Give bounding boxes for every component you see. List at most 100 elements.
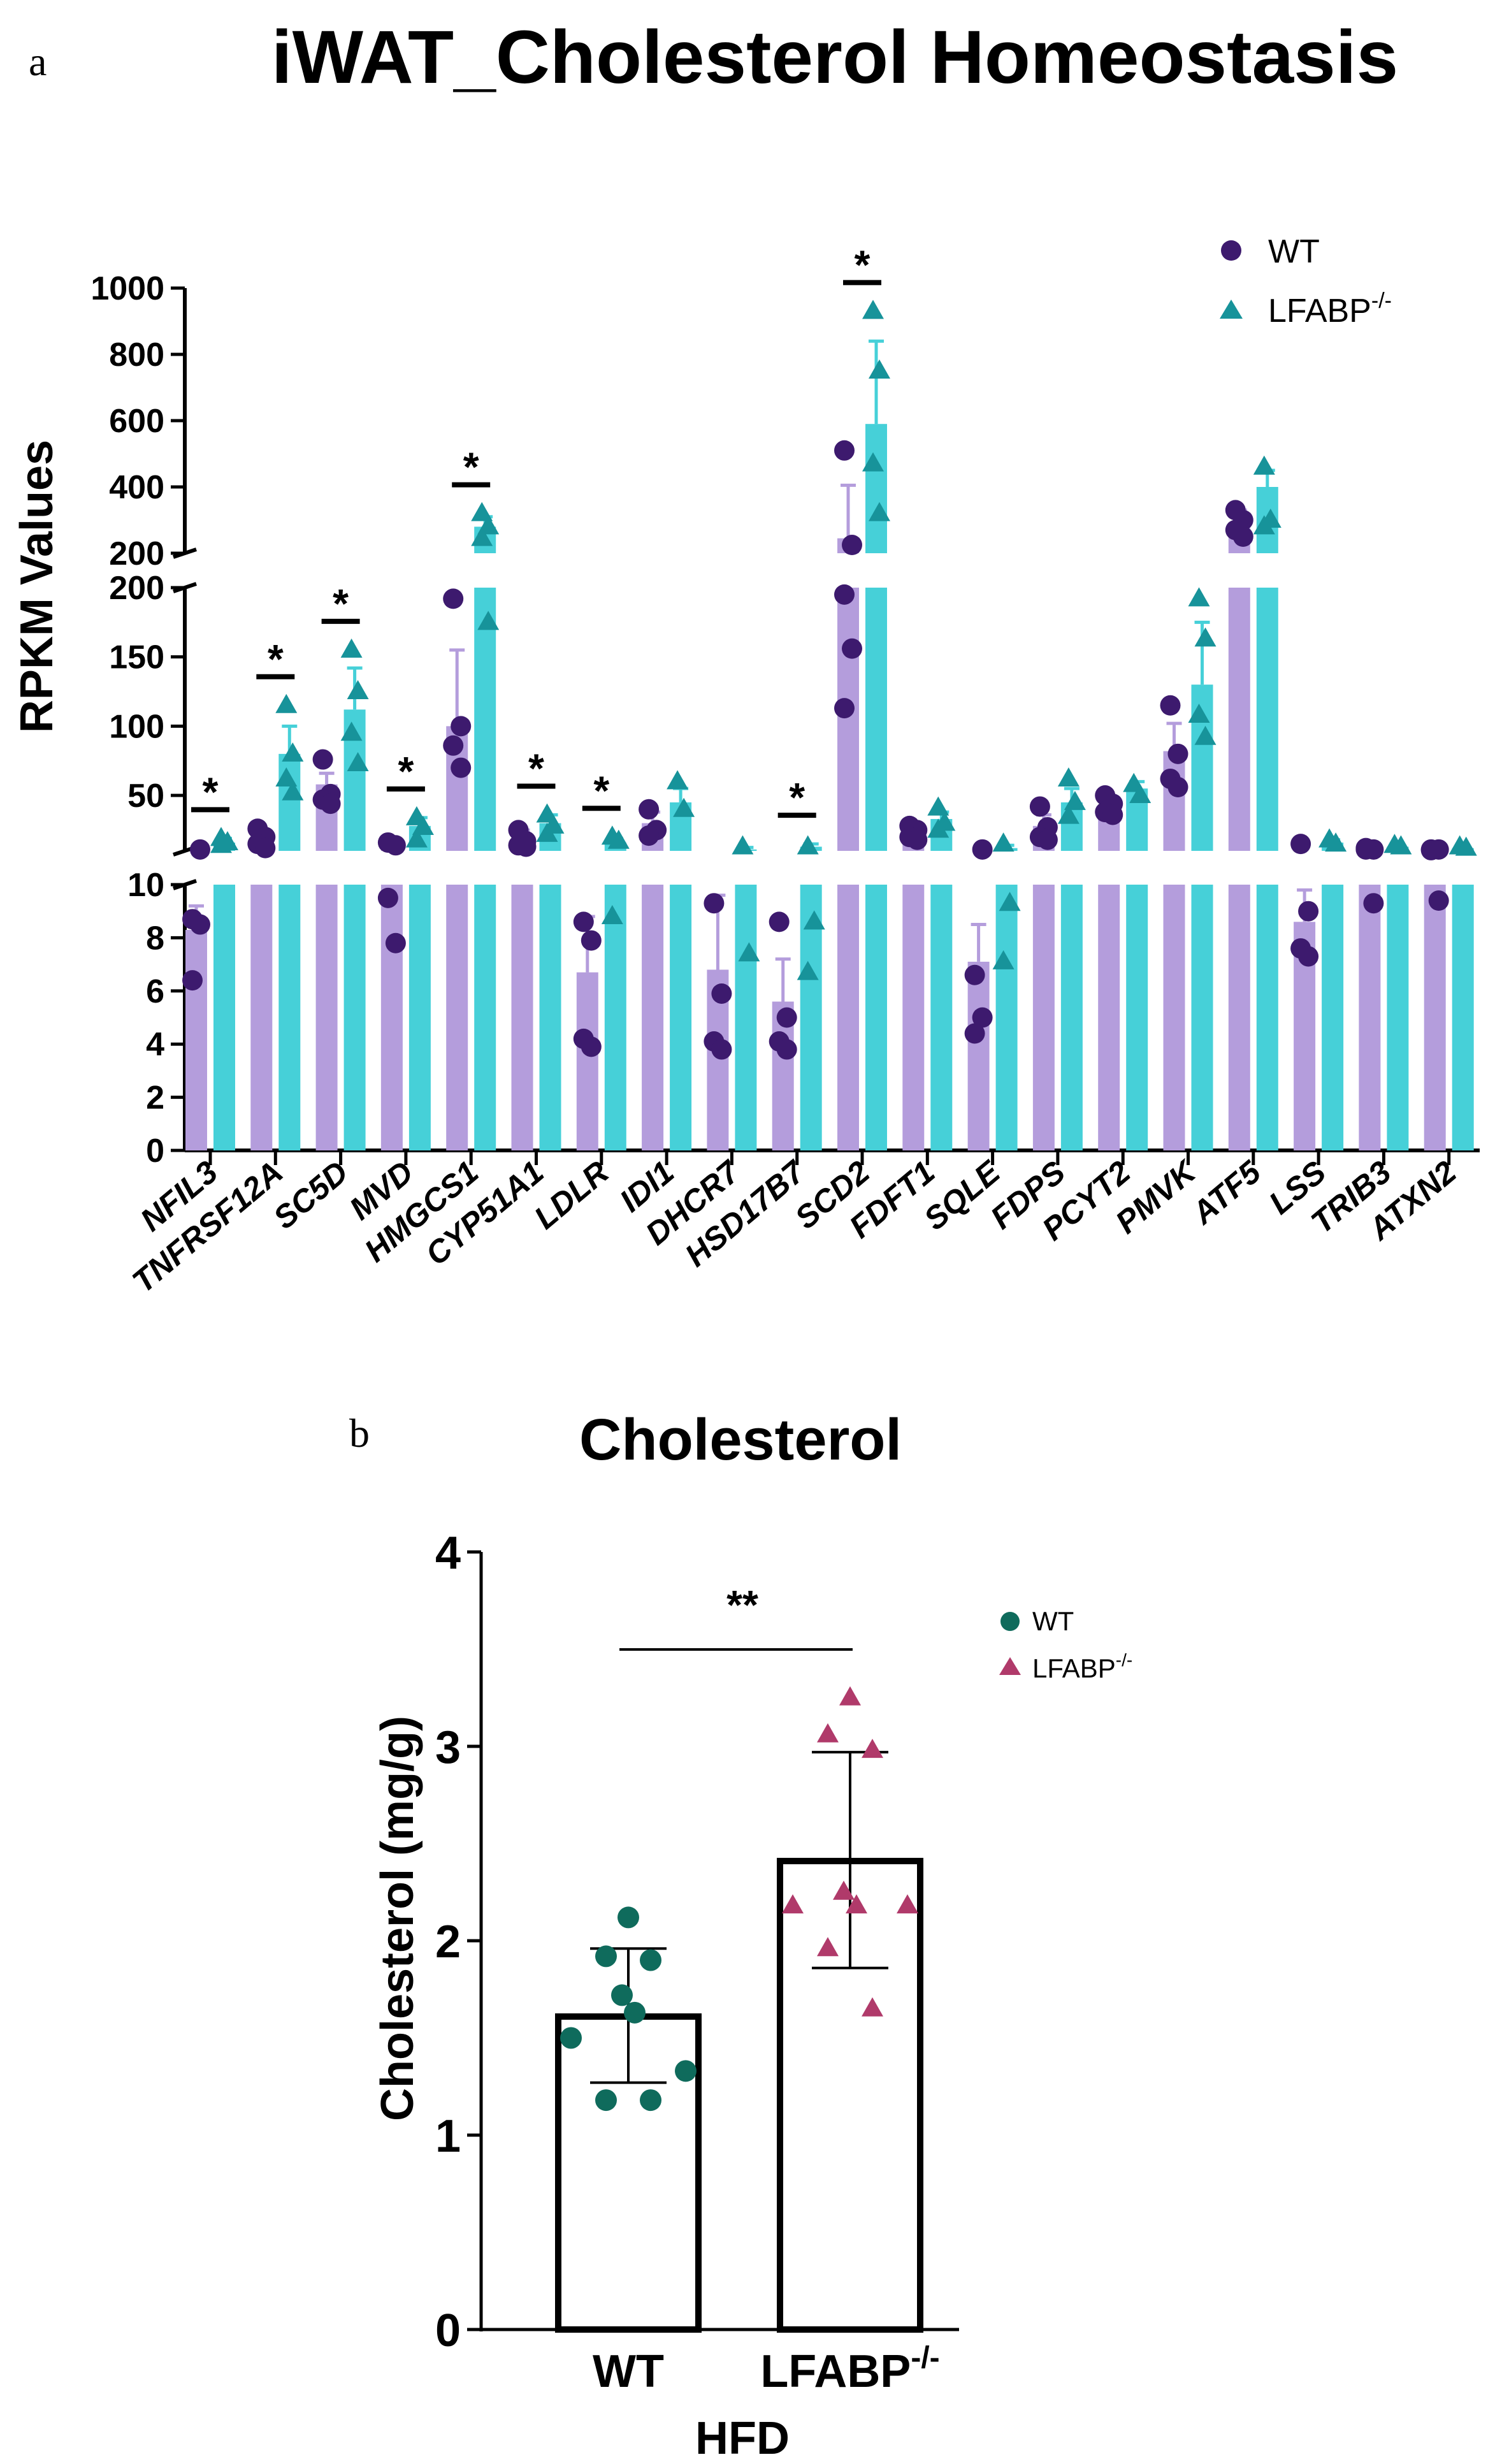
wt-point xyxy=(573,911,594,932)
ko-bar xyxy=(604,885,626,1150)
y-axis-tick-label: 4 xyxy=(146,1026,164,1063)
y-axis-tick-label: 800 xyxy=(109,337,164,373)
legend-ko-marker xyxy=(1220,300,1243,319)
legend-b-wt-marker xyxy=(1000,1612,1020,1631)
y-axis-tick-label: 0 xyxy=(435,2305,461,2356)
ko-bar xyxy=(1060,885,1083,1150)
ko-bar xyxy=(408,885,431,1150)
wt-point xyxy=(640,1949,661,1971)
gene-label: SQLE xyxy=(917,1153,1007,1236)
axis-break-mark xyxy=(173,582,197,593)
ko-bar xyxy=(865,424,887,553)
wt-point xyxy=(834,584,855,605)
ko-point xyxy=(607,829,630,849)
ko-point xyxy=(992,950,1015,969)
wt-point xyxy=(624,2001,646,2024)
legend-ko-label: LFABP-/- xyxy=(1268,289,1392,330)
legend-b-ko-label: LFABP-/- xyxy=(1032,1650,1132,1683)
panel-a-bars xyxy=(185,424,1474,1150)
y-axis-tick-label: 8 xyxy=(146,920,164,957)
wt-point xyxy=(443,735,464,756)
ko-point xyxy=(732,835,754,855)
y-axis-tick-label: 200 xyxy=(109,535,164,572)
ko-point xyxy=(738,942,760,962)
lfabp-point xyxy=(833,1880,855,1900)
wt-point xyxy=(711,1039,732,1060)
ko-bar xyxy=(343,885,366,1150)
ko-bar xyxy=(539,885,561,1150)
wt-point xyxy=(595,2089,617,2112)
ko-point xyxy=(667,770,689,790)
panel-b-points xyxy=(560,1686,918,2112)
ko-point xyxy=(869,359,890,379)
wt-point xyxy=(617,1906,639,1929)
ko-point xyxy=(1194,627,1217,647)
ko-point xyxy=(282,742,304,762)
gene-label: ATF5 xyxy=(1184,1154,1267,1232)
ko-point xyxy=(927,818,950,838)
ko-bar xyxy=(474,885,496,1150)
y-axis-tick-label: 6 xyxy=(146,973,164,1010)
ko-point xyxy=(1064,790,1086,810)
wt-point xyxy=(1428,890,1449,911)
wt-point xyxy=(611,1984,633,2006)
significance-star: * xyxy=(789,774,805,820)
wt-point xyxy=(451,716,472,737)
ko-point xyxy=(797,960,819,980)
gene-label: SC5D xyxy=(267,1154,355,1236)
panel-b: b Cholesterol Cholesterol (mg/g) WT LFAB… xyxy=(349,1407,1132,2464)
significance-star: * xyxy=(463,444,479,490)
wt-point xyxy=(972,839,993,860)
panel-a-x-labels: NFIL3TNFRSF12ASC5DMVDHMGCS1CYP51A1LDLRID… xyxy=(126,1152,1463,1300)
legend-b-ko-marker xyxy=(999,1657,1021,1675)
panel-a-points xyxy=(182,300,1477,1060)
wt-point xyxy=(769,911,790,932)
panel-b-bars xyxy=(555,1751,923,2333)
y-axis-tick-label: 10 xyxy=(127,867,164,904)
ko-point xyxy=(797,835,819,855)
panel-b-legend: WT LFABP-/- xyxy=(999,1606,1132,1683)
panel-b-title: Cholesterol xyxy=(579,1407,902,1472)
significance-star: * xyxy=(398,748,414,794)
wt-bar xyxy=(1098,885,1120,1150)
wt-bar xyxy=(967,961,990,1150)
wt-point xyxy=(377,887,398,908)
wt-point xyxy=(385,835,406,856)
gene-label: LDLR xyxy=(528,1154,616,1236)
wt-point xyxy=(1355,839,1376,860)
wt-bar xyxy=(837,588,859,851)
ko-bar xyxy=(865,588,887,851)
ko-point xyxy=(869,502,890,521)
wt-point xyxy=(640,2089,661,2112)
y-axis-tick-label: 200 xyxy=(109,570,164,607)
ko-point xyxy=(340,638,363,658)
x-category-label: LFABP-/- xyxy=(760,2341,939,2397)
ko-bar xyxy=(865,885,887,1150)
ko-point xyxy=(347,680,369,700)
ko-bar xyxy=(213,885,235,1150)
wt-bar xyxy=(1359,885,1381,1150)
ko-point xyxy=(347,752,369,772)
wt-point xyxy=(1037,829,1058,850)
wt-point xyxy=(1232,526,1253,547)
panel-b-x-labels: WT LFABP-/- xyxy=(593,2341,940,2397)
y-axis-tick-label: 50 xyxy=(127,778,164,815)
wt-point xyxy=(1298,901,1319,922)
lfabp-point xyxy=(897,1894,918,1914)
significance-star: * xyxy=(268,636,284,682)
ko-bar xyxy=(1322,885,1344,1150)
panel-b-y-axis-label: Cholesterol (mg/g) xyxy=(372,1716,423,2121)
wt-bar xyxy=(185,929,207,1150)
wt-point xyxy=(560,2027,582,2049)
panel-a-title: iWAT_Cholesterol Homeostasis xyxy=(271,15,1398,99)
significance-star: * xyxy=(593,767,609,813)
wt-bar xyxy=(511,885,533,1150)
wt-bar xyxy=(642,885,664,1150)
panel-a-y-axis-label: RPKM Values xyxy=(11,440,62,733)
wt-point xyxy=(964,964,985,985)
ko-point xyxy=(1253,455,1275,475)
wt-bar xyxy=(837,885,859,1150)
ko-point xyxy=(210,834,232,853)
panel-a-significance: * * * * * * * * * xyxy=(191,242,881,820)
